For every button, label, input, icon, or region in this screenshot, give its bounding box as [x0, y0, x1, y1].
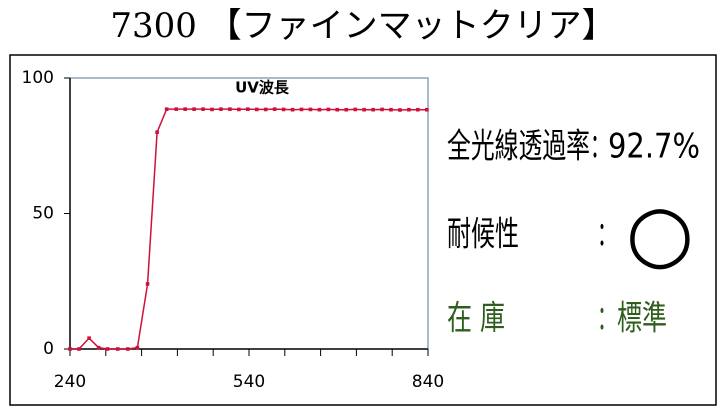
data-point [398, 108, 402, 112]
data-point [290, 107, 295, 112]
data-point [228, 107, 232, 111]
data-point [135, 345, 140, 350]
data-point [246, 107, 250, 111]
data-point [219, 107, 223, 111]
data-point [272, 107, 277, 111]
data-point [105, 347, 110, 351]
data-point [416, 107, 420, 112]
data-point [201, 107, 205, 111]
x-tick-label: 840 [412, 372, 444, 392]
data-point [371, 107, 375, 112]
y-tick-label: 50 [32, 204, 54, 224]
data-point [68, 347, 72, 351]
x-tick-label: 540 [233, 372, 265, 392]
data-point [425, 107, 429, 112]
data-point [380, 107, 384, 112]
data-point [317, 107, 322, 112]
data-point [335, 107, 340, 112]
info-label: 耐候性 [447, 215, 519, 255]
data-point [308, 107, 313, 112]
info-value: ○ [626, 188, 694, 278]
info-label: 在 庫 [447, 299, 505, 339]
data-point [407, 107, 411, 112]
data-point [155, 130, 159, 134]
frame [9, 54, 717, 406]
data-point [164, 107, 169, 111]
data-point [299, 107, 304, 112]
plot-border [70, 77, 429, 349]
info-separator: ： [590, 127, 610, 167]
data-point [281, 107, 286, 112]
data-point [263, 107, 268, 112]
data-point [254, 107, 259, 112]
data-point [115, 347, 120, 351]
data-point [237, 107, 241, 112]
data-point [87, 336, 91, 340]
data-point [389, 107, 393, 112]
data-point [362, 107, 366, 112]
data-point [174, 107, 179, 111]
y-tick-label: 100 [22, 68, 54, 88]
data-point [353, 107, 358, 112]
data-point [192, 107, 196, 111]
info-value: 92.7% [608, 127, 700, 167]
info-separator: ： [597, 215, 617, 255]
chart-title: UV波長 [235, 79, 290, 97]
data-point [326, 107, 331, 112]
y-tick-label: 0 [43, 339, 54, 359]
data-point [96, 345, 101, 350]
info-label: 全光線透過率 [447, 127, 590, 167]
info-value: 標準 [617, 299, 667, 339]
data-point [183, 107, 187, 111]
page-title: 7300 【ファインマットクリア】 [110, 6, 615, 46]
info-separator: ： [597, 299, 617, 339]
data-point [210, 107, 214, 112]
data-line [70, 108, 427, 350]
data-point [145, 282, 150, 286]
data-point [126, 347, 130, 351]
x-tick-label: 240 [54, 372, 86, 392]
data-point [344, 107, 349, 112]
data-point [77, 347, 81, 351]
